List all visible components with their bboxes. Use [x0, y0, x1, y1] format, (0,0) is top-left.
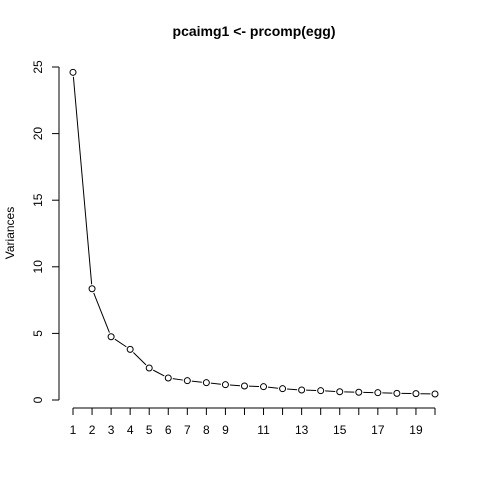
- data-point-8: [202, 379, 210, 387]
- x-tick-label-8: 8: [203, 423, 210, 437]
- series-segment-14: [325, 390, 336, 392]
- data-point-10: [240, 382, 248, 390]
- data-point-3: [107, 333, 115, 341]
- data-point-12: [279, 385, 287, 393]
- x-tick-label-19: 19: [409, 423, 423, 437]
- x-tick-label-9: 9: [222, 423, 229, 437]
- y-tick-label-5: 5: [31, 330, 45, 337]
- data-point-2: [88, 285, 96, 293]
- series-segment-3: [114, 338, 127, 348]
- data-point-20: [431, 390, 439, 398]
- x-tick-label-5: 5: [146, 423, 153, 437]
- y-tick-label-10: 10: [31, 260, 45, 274]
- data-point-17: [374, 389, 382, 397]
- data-point-4: [126, 345, 134, 353]
- series-segment-9: [229, 384, 241, 387]
- x-tick-label-15: 15: [333, 423, 347, 437]
- series-segment-12: [287, 388, 298, 391]
- series-segment-8: [210, 382, 221, 385]
- x-tick-label-6: 6: [165, 423, 172, 437]
- data-point-14: [317, 387, 325, 395]
- data-point-1: [69, 68, 77, 76]
- series-segment-5: [152, 369, 165, 377]
- data-point-11: [260, 383, 268, 391]
- data-point-18: [393, 389, 401, 397]
- series-segment-2: [93, 292, 110, 333]
- x-tick-label-17: 17: [371, 423, 385, 437]
- x-tick-label-4: 4: [127, 423, 134, 437]
- variance-series: [69, 68, 439, 398]
- series-segment-11: [267, 386, 279, 389]
- x-tick-label-7: 7: [184, 423, 191, 437]
- y-tick-label-15: 15: [31, 193, 45, 207]
- data-point-16: [355, 388, 363, 396]
- data-point-19: [412, 390, 420, 398]
- y-axis-ticks: 0 5 10 15 20 25: [31, 60, 59, 403]
- data-point-7: [183, 377, 191, 385]
- series-segment-1: [72, 76, 93, 285]
- x-tick-label-2: 2: [89, 423, 96, 437]
- series-segment-6: [172, 378, 183, 381]
- x-tick-label-3: 3: [108, 423, 115, 437]
- x-tick-label-11: 11: [257, 423, 270, 437]
- data-point-15: [336, 388, 344, 396]
- data-point-5: [145, 364, 153, 372]
- y-tick-label-25: 25: [31, 60, 45, 74]
- data-point-6: [164, 374, 172, 382]
- x-tick-label-1: 1: [70, 423, 77, 437]
- series-segment-7: [191, 380, 202, 383]
- series-segment-4: [133, 352, 147, 366]
- chart-title: pcaimg1 <- prcomp(egg): [173, 23, 336, 39]
- y-axis-label: Variances: [3, 207, 17, 259]
- data-point-13: [298, 386, 306, 394]
- x-axis-ticks: 1 2 3 4 5 6 7 8 9 11 13 15 17 19: [70, 408, 436, 437]
- y-tick-label-0: 0: [31, 396, 45, 403]
- x-tick-label-13: 13: [295, 423, 309, 437]
- y-tick-label-20: 20: [31, 127, 45, 141]
- data-point-9: [221, 381, 229, 389]
